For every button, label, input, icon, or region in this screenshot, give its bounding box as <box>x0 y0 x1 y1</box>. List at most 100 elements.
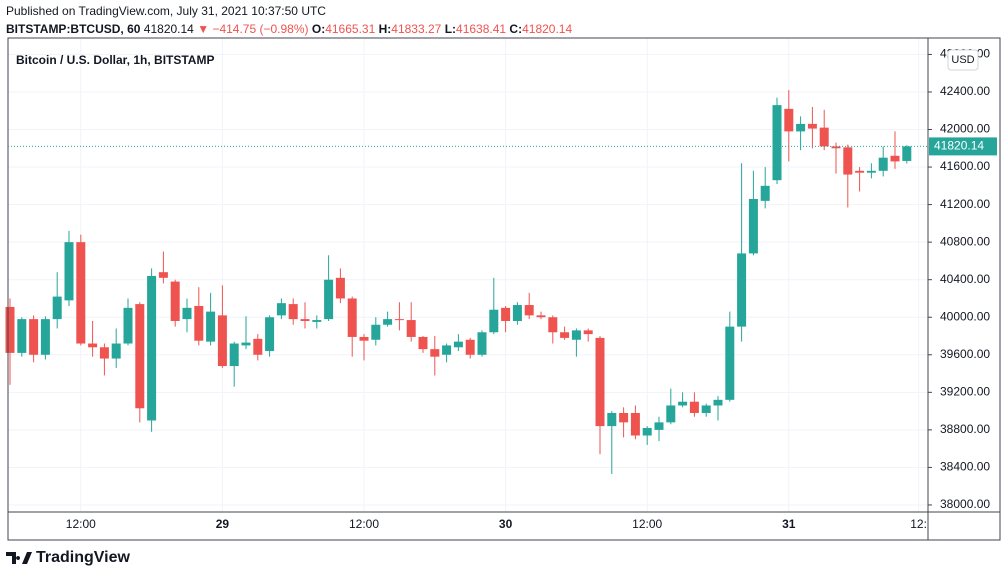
chart-frame <box>7 37 1001 541</box>
candle-body <box>229 343 239 367</box>
candle-body <box>678 401 688 406</box>
candle-body <box>465 339 475 355</box>
candle-body <box>111 343 121 359</box>
candle-body <box>642 427 652 436</box>
candle-body <box>536 315 546 318</box>
candle-body <box>383 319 393 325</box>
symbol: BITSTAMP:BTCUSD, 60 <box>6 22 141 36</box>
overlay: 41820.14 <box>8 137 997 156</box>
candle-body <box>300 319 310 321</box>
y-tick-label: 42000.00 <box>940 122 990 136</box>
y-tick-label: 41200.00 <box>940 197 990 211</box>
currency-label[interactable]: USD <box>951 54 974 66</box>
price: 41820.14 <box>144 22 194 36</box>
candle-body <box>524 305 534 316</box>
y-tick-label: 39200.00 <box>940 384 990 398</box>
plot: 38000.00 38400.00 38800.00 39200.00 39600.00… <box>5 38 990 531</box>
candle-body <box>64 242 74 301</box>
brand-logo <box>6 552 32 564</box>
candle-body <box>40 319 50 355</box>
y-tick-label: 40400.00 <box>940 272 990 286</box>
candle-body <box>878 157 888 171</box>
candle-body <box>807 123 817 129</box>
candle-body <box>335 277 345 299</box>
x-tick-label: 29 <box>216 517 230 531</box>
candle-body <box>324 279 334 320</box>
x-tick-label: 31 <box>782 517 796 531</box>
logo-mark <box>6 552 32 564</box>
y-tick-label: 42400.00 <box>940 84 990 98</box>
candle-body <box>99 347 109 359</box>
candle-body <box>866 170 876 173</box>
candle-body <box>52 296 62 320</box>
o-label: O: <box>312 22 325 36</box>
y-tick-label: 39600.00 <box>940 347 990 361</box>
candle-body <box>571 330 581 340</box>
published-note: Published on TradingView.com, July 31, 2… <box>6 4 326 18</box>
y-tick-label: 38000.00 <box>940 497 990 511</box>
x-tick-label: 12:00 <box>632 517 662 531</box>
candle-body <box>312 320 322 322</box>
candle-body <box>548 317 558 333</box>
candle-body <box>170 281 180 321</box>
candle-body <box>135 304 145 409</box>
candle-body <box>725 326 735 400</box>
candle-body <box>784 108 794 132</box>
candle-body <box>890 155 900 162</box>
c-value: 41820.14 <box>522 22 572 36</box>
l-value: 41638.41 <box>456 22 506 36</box>
candle-body <box>630 412 640 436</box>
candle-body <box>442 345 452 355</box>
x-tick-label: 30 <box>499 517 513 531</box>
y-tick-label: 38800.00 <box>940 422 990 436</box>
c-label: C: <box>509 22 522 36</box>
candle-body <box>701 405 711 413</box>
h-label: H: <box>379 22 392 36</box>
candle-body <box>560 332 570 338</box>
candle-body <box>453 341 463 348</box>
candle-body <box>430 349 440 357</box>
candle-body <box>194 305 204 341</box>
candle-body <box>406 320 416 337</box>
x-tick-label: 12:00 <box>349 517 379 531</box>
candle-body <box>182 307 192 320</box>
candle-body <box>29 319 39 355</box>
candle-body <box>713 399 723 406</box>
candle-body <box>17 319 27 353</box>
last-price-tag <box>929 137 997 156</box>
candle-body <box>831 146 841 149</box>
candle-body <box>583 330 593 335</box>
candle-body <box>5 306 15 353</box>
candle-body <box>477 332 487 355</box>
o-value: 41665.31 <box>325 22 375 36</box>
candle-body <box>394 319 404 321</box>
candle-body <box>253 338 263 355</box>
currency-button[interactable] <box>947 49 979 71</box>
candle-body <box>843 147 853 175</box>
y-tick-label: 40000.00 <box>940 309 990 323</box>
candle-body <box>276 303 286 316</box>
y-tick-label: 41600.00 <box>940 159 990 173</box>
legend-title: Bitcoin / U.S. Dollar, 1h, BITSTAMP <box>16 53 214 67</box>
candle-body <box>206 311 216 342</box>
candle-body <box>595 337 605 427</box>
ohlc-header: BITSTAMP:BTCUSD, 60 41820.14 ▼ −414.75 (… <box>6 22 572 36</box>
candle-body <box>76 242 86 344</box>
candle-body <box>855 170 865 173</box>
candle-body <box>737 253 747 327</box>
candle-body <box>902 146 912 161</box>
candle-body <box>359 336 369 341</box>
candle-body <box>501 307 511 321</box>
x-tick-label: 12: <box>910 517 927 531</box>
candle-body <box>512 305 522 321</box>
candle-body <box>418 336 428 350</box>
candle-body <box>619 412 629 423</box>
candle-body <box>147 275 157 421</box>
y-tick-label: 40800.00 <box>940 234 990 248</box>
candle-body <box>819 127 829 147</box>
candle-body <box>689 401 699 413</box>
x-tick-label: 12:00 <box>66 517 96 531</box>
candle-body <box>88 343 98 348</box>
candle-body <box>217 315 227 367</box>
